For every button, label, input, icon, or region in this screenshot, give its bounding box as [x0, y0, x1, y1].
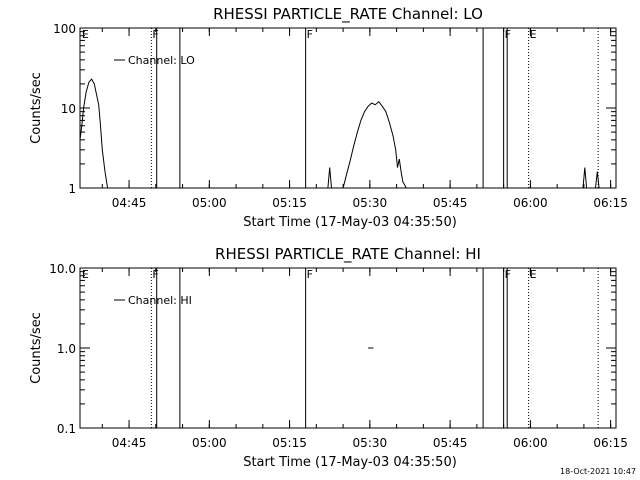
hi-plot-frame	[79, 267, 617, 429]
lo-x-tick-label: 05:45	[433, 196, 468, 210]
hi-event-label: F	[505, 268, 511, 281]
lo-x-tick-label: 05:15	[272, 196, 307, 210]
hi-channel-panel: RHESSI PARTICLE_RATE Channel: HI Start T…	[29, 245, 628, 470]
lo-y-tick-label: 10	[61, 102, 76, 116]
hi-y-axis-label: Counts/sec	[29, 312, 44, 384]
hi-y-tick-label: 10.0	[49, 262, 76, 276]
lo-plot-frame	[79, 27, 617, 189]
lo-series-line	[327, 167, 332, 189]
hi-x-tick-label: 04:45	[112, 436, 147, 450]
lo-legend-label: Channel: LO	[128, 54, 195, 67]
hi-x-tick-label: 05:45	[433, 436, 468, 450]
hi-x-tick-label: 06:00	[513, 436, 548, 450]
generation-timestamp: 18-Oct-2021 10:47	[560, 467, 636, 476]
lo-event-label: E	[530, 28, 537, 41]
lo-x-tick-label: 04:45	[112, 196, 147, 210]
hi-x-tick-label: 05:30	[353, 436, 388, 450]
hi-event-label: F	[152, 268, 158, 281]
lo-event-label: F	[505, 28, 511, 41]
lo-y-axis-label: Counts/sec	[29, 72, 44, 144]
hi-x-axis-label: Start Time (17-May-03 04:35:50)	[243, 455, 457, 470]
lo-series-line	[582, 167, 588, 189]
lo-series-line	[595, 171, 600, 189]
lo-series-line	[342, 100, 407, 189]
lo-x-tick-label: 06:15	[593, 196, 628, 210]
hi-y-tick-label: 0.1	[57, 422, 76, 436]
hi-x-tick-label: 05:00	[192, 436, 227, 450]
lo-x-axis-label: Start Time (17-May-03 04:35:50)	[243, 215, 457, 230]
lo-series-line	[79, 78, 109, 189]
hi-chart-title: RHESSI PARTICLE_RATE Channel: HI	[215, 245, 481, 264]
lo-x-tick-label: 06:00	[513, 196, 548, 210]
hi-event-label: E	[82, 268, 89, 281]
lo-event-label: E	[82, 28, 89, 41]
hi-x-tick-label: 05:15	[272, 436, 307, 450]
hi-legend-label: Channel: HI	[128, 294, 192, 307]
hi-y-tick-label: 1.0	[57, 342, 76, 356]
lo-channel-panel: RHESSI PARTICLE_RATE Channel: LO Start T…	[29, 5, 628, 230]
lo-event-label: F	[307, 28, 313, 41]
lo-y-tick-label: 100	[53, 22, 76, 36]
hi-x-tick-label: 06:15	[593, 436, 628, 450]
lo-x-tick-label: 05:00	[192, 196, 227, 210]
lo-chart-title: RHESSI PARTICLE_RATE Channel: LO	[213, 5, 483, 24]
hi-event-label: F	[307, 268, 313, 281]
lo-y-tick-label: 1	[68, 182, 76, 196]
lo-event-label: F	[152, 28, 158, 41]
lo-x-tick-label: 05:30	[353, 196, 388, 210]
hi-event-label: E	[530, 268, 537, 281]
